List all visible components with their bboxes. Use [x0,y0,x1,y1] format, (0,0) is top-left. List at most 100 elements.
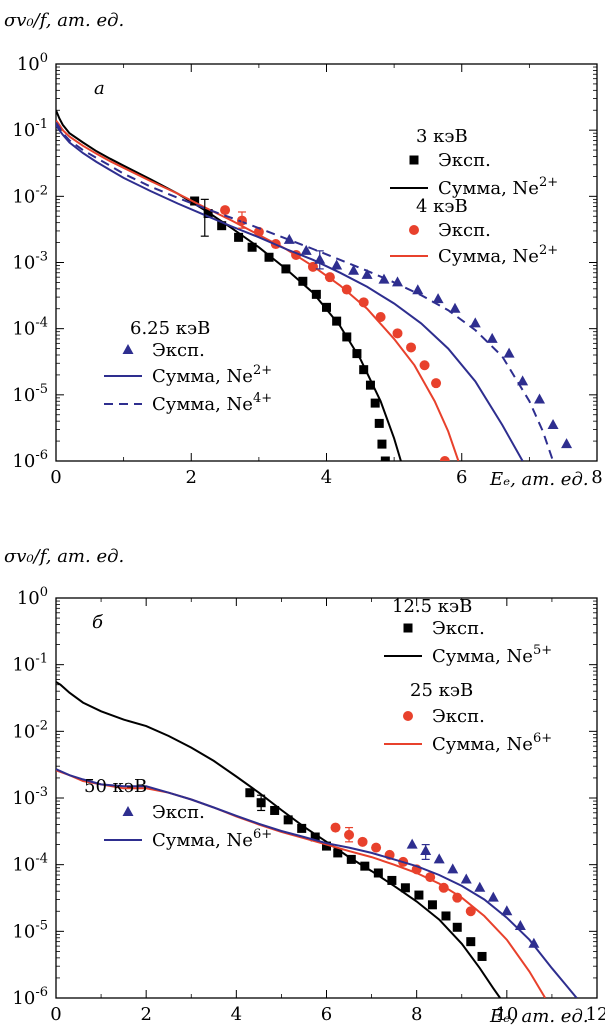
data-point-circle [371,842,382,853]
data-point-square [283,815,293,825]
data-point-triangle [449,302,461,313]
data-point-square [370,398,380,408]
y-axis-label: σv₀/f, ат. ед. [4,546,124,567]
data-point-triangle [514,920,526,931]
series-line-4 [56,768,578,998]
legend-label: Сумма, Ne6+ [152,827,272,851]
series-line-0 [56,681,501,998]
y-tick-label: 10-1 [12,652,48,676]
data-point-circle [438,882,449,893]
data-point-triangle [503,347,515,358]
data-point-square [203,209,213,219]
legend-label: Эксп. [432,706,485,727]
data-point-square [400,883,410,893]
data-point-square [264,252,274,262]
data-point-triangle [283,233,295,244]
legend-label: Эксп. [152,340,205,361]
data-point-triangle [534,393,546,404]
data-point-circle [406,342,417,353]
data-point-square [387,875,397,885]
y-tick-label: 100 [17,585,48,609]
data-point-circle [358,297,369,308]
data-point-circle [375,312,386,323]
legend-title: 6.25 кэВ [130,318,210,339]
data-point-square [247,242,257,252]
x-axis-label: Eₑ, ат. ед. [489,1006,589,1027]
x-axis-label: Eₑ, ат. ед. [489,469,589,490]
legend-label: Сумма, Ne5+ [432,643,552,667]
y-tick-label: 10-3 [12,785,48,809]
data-point-square [373,868,383,878]
legend-label: Сумма, Ne2+ [438,243,558,267]
data-point-circle [452,892,463,903]
plot-area [56,681,578,998]
data-point-square [342,332,352,342]
data-point-square [359,365,369,375]
data-point-square [310,832,320,842]
legend-label: Сумма, Ne4+ [152,391,272,415]
legend-label: Сумма, Ne6+ [432,731,552,755]
y-tick-label: 10-2 [12,183,48,207]
x-tick-label: 8 [591,467,602,488]
data-point-square [234,232,244,242]
data-point-square [427,900,437,910]
data-point-circle [330,822,341,833]
data-point-square [380,456,390,461]
data-point-triangle [528,937,540,948]
data-point-circle [253,226,264,237]
x-tick-label: 2 [186,467,197,488]
data-point-triangle [412,284,424,295]
data-point-circle [431,378,442,389]
data-point-square [452,922,462,932]
legend-marker-circle [409,225,419,235]
data-point-triangle [486,332,498,343]
y-tick-label: 100 [17,51,48,75]
data-point-square [298,276,308,286]
data-point-square [414,890,424,900]
y-tick-label: 10-6 [12,448,48,472]
x-tick-label: 10 [495,1004,518,1025]
legend-label: Эксп. [152,802,205,823]
legend-label: Эксп. [438,220,491,241]
y-tick-label: 10-2 [12,718,48,742]
data-point-square [245,788,255,798]
data-point-circle [425,872,436,883]
y-tick-label: 10-5 [12,918,48,942]
data-point-triangle [361,268,373,279]
data-point-circle [307,261,318,272]
series-line-5 [56,122,554,461]
data-point-square [374,418,384,428]
data-point-square [477,951,487,961]
x-tick-label: 4 [231,1004,242,1025]
data-point-square [322,841,331,851]
data-point-triangle [474,881,486,892]
legend-marker-square [403,623,413,633]
y-tick-label: 10-1 [12,117,48,141]
data-point-circle [357,836,368,847]
legend-title: 4 кэВ [416,196,468,217]
data-point-circle [324,272,335,283]
data-point-triangle [517,375,529,386]
data-point-square [281,264,291,274]
y-tick-label: 10-6 [12,985,48,1009]
data-point-triangle [460,873,472,884]
data-point-triangle [447,863,459,874]
x-tick-label: 0 [50,467,61,488]
data-point-square [311,289,321,299]
y-tick-label: 10-4 [12,316,48,340]
legend-marker-triangle [122,344,134,354]
x-tick-label: 8 [411,1004,422,1025]
data-point-triangle [378,273,390,284]
data-point-triangle [331,259,343,270]
x-tick-label: 2 [140,1004,151,1025]
y-tick-label: 10-3 [12,250,48,274]
legend-marker-triangle [122,806,134,816]
data-point-square [360,861,370,871]
data-point-square [466,937,476,947]
legend-title: 50 кэВ [84,776,147,797]
data-point-circle [220,205,231,216]
y-tick-label: 10-4 [12,852,48,876]
data-point-triangle [406,838,418,849]
data-point-circle [465,906,476,917]
